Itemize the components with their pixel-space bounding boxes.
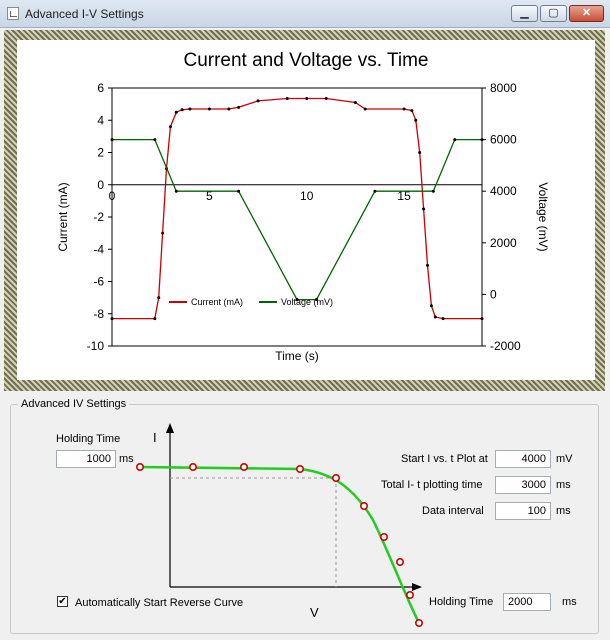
y-left-tick-label: 4 [97, 113, 104, 127]
start-plot-unit: mV [556, 453, 573, 465]
holding-time-2-input[interactable]: 2000 [503, 593, 551, 611]
chart-panel: Current and Voltage vs. Time 0 5 10 15 6 4 2 0-… [17, 40, 595, 380]
y-left-axis-label: Current (mA) [56, 182, 70, 251]
series-point-1 [453, 138, 457, 142]
start-plot-label: Start I vs. t Plot at [401, 453, 488, 465]
diagram-voltage-label: V [310, 605, 319, 620]
series-point-0 [429, 304, 433, 308]
series-point-0 [433, 315, 437, 319]
x-tick-label: 0 [109, 189, 116, 203]
y-left-tick-label: -2 [93, 210, 104, 224]
close-button[interactable]: ✕ [569, 5, 604, 22]
series-point-0 [110, 317, 114, 321]
series-point-1 [373, 189, 377, 193]
start-plot-input[interactable]: 4000 [495, 450, 551, 468]
y-left-tick-label: -8 [93, 307, 104, 321]
series-point-0 [410, 109, 414, 113]
total-time-unit: ms [556, 479, 571, 491]
series-point-0 [441, 317, 445, 321]
series-line-1 [112, 138, 482, 301]
total-time-input[interactable]: 3000 [495, 476, 551, 494]
series-point-0 [237, 105, 241, 109]
y-left-tick-label: 2 [97, 146, 104, 160]
series-point-0 [168, 125, 172, 129]
series-point-1 [480, 138, 484, 142]
total-time-label: Total I- t plotting time [381, 479, 483, 491]
y-left-tick-label: 0 [97, 178, 104, 192]
series-point-0 [363, 107, 367, 111]
series-point-0 [480, 317, 484, 321]
series-line-0 [112, 97, 482, 320]
minimize-button[interactable]: ▁ [511, 5, 538, 22]
advanced-settings-group [10, 404, 599, 634]
maximize-button[interactable]: ▢ [540, 5, 567, 22]
y-right-tick-label: 6000 [490, 133, 517, 147]
series-point-1 [431, 189, 435, 193]
holding-time-label: Holding Time [56, 433, 121, 445]
x-tick-label: 15 [397, 189, 411, 203]
holding-time-2-unit: ms [562, 596, 577, 608]
diagram-current-label: I [153, 430, 157, 445]
data-interval-unit: ms [556, 505, 571, 517]
plot-border [111, 87, 483, 347]
series-point-0 [180, 108, 184, 112]
series-point-0 [285, 96, 289, 100]
auto-reverse-checkbox[interactable]: ✔ [57, 596, 68, 607]
window-title: Advanced I-V Settings [25, 7, 144, 21]
chart-title: Current and Voltage vs. Time [183, 50, 429, 71]
series-point-0 [153, 317, 157, 321]
chart-plot: 0 5 10 15 6 4 2 0 -2 -4 -6 -8 -10 8000 6000 4000 2000 0 -2… [56, 81, 550, 363]
data-interval-input[interactable]: 100 [495, 502, 551, 520]
legend-label-0: Current (mA) [191, 297, 243, 307]
x-axis-label: Time (s) [275, 349, 319, 363]
data-interval-label: Data interval [422, 505, 484, 517]
y-left-tick-label: -4 [93, 242, 104, 256]
series-point-0 [402, 107, 406, 111]
series-point-0 [422, 207, 426, 211]
series-point-0 [157, 296, 161, 300]
series-point-1 [237, 189, 241, 193]
series-point-1 [153, 138, 157, 142]
series-point-1 [110, 138, 114, 142]
holding-time-2-label: Holding Time [429, 596, 494, 608]
y-left-tick-label: 6 [97, 81, 104, 95]
y-right-tick-label: 4000 [490, 184, 517, 198]
y-right-tick-label: -2000 [490, 339, 521, 353]
series-point-0 [256, 99, 260, 103]
series-point-0 [207, 107, 211, 111]
auto-reverse-label: Automatically Start Reverse Curve [75, 597, 244, 609]
x-tick-label: 5 [206, 189, 213, 203]
series-point-0 [227, 107, 231, 111]
holding-time-input[interactable]: 1000 [56, 450, 116, 468]
series-point-0 [324, 96, 328, 100]
series-point-1 [314, 298, 318, 302]
holding-time-unit: ms [119, 453, 134, 465]
y-right-tick-label: 8000 [490, 81, 517, 95]
series-point-0 [174, 110, 178, 114]
series-point-0 [188, 107, 192, 111]
series-point-0 [161, 231, 165, 235]
group-label: Advanced IV Settings [18, 398, 130, 410]
series-point-0 [414, 118, 418, 122]
series-point-1 [174, 189, 178, 193]
series-point-0 [353, 101, 357, 105]
y-right-tick-label: 2000 [490, 236, 517, 250]
series-point-1 [295, 298, 299, 302]
title-bar: Advanced I-V Settings ▁ ▢ ✕ [0, 0, 610, 28]
app-icon [7, 7, 19, 20]
legend-label-1: Voltage (mV) [281, 297, 333, 307]
y-right-axis-label: Voltage (mV) [536, 182, 550, 251]
y-right-tick-label: 0 [490, 287, 497, 301]
series-point-0 [305, 96, 309, 100]
y-left-tick-label: -10 [87, 339, 105, 353]
iv-curve-diagram [136, 423, 423, 628]
x-tick-label: 10 [300, 189, 314, 203]
series-point-0 [425, 263, 429, 267]
y-left-tick-label: -6 [93, 275, 104, 289]
series-point-0 [418, 151, 422, 154]
